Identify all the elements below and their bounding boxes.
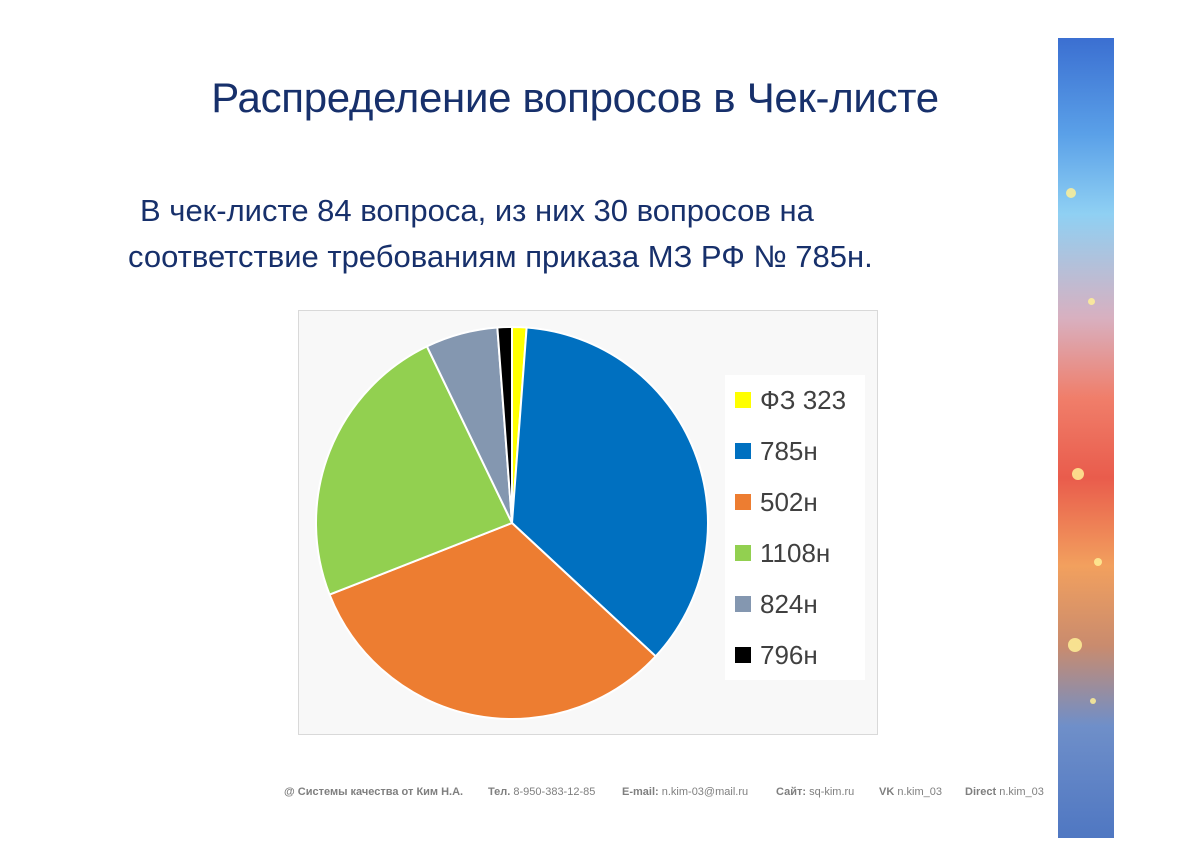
legend-item: 502н xyxy=(735,487,818,517)
slide-subtitle: В чек-листе 84 вопроса, из них 30 вопрос… xyxy=(128,188,1028,280)
legend-label: 796н xyxy=(760,639,818,670)
legend-label: 502н xyxy=(760,486,818,517)
legend-item: ФЗ 323 xyxy=(735,385,846,415)
pie-slice-3 xyxy=(328,521,658,720)
legend-item: 796н xyxy=(735,640,818,670)
subtitle-line-2: соответствие требованиям приказа МЗ РФ №… xyxy=(128,239,873,274)
footer-site[interactable]: Сайт: sq-kim.ru xyxy=(776,786,855,798)
footer-vk[interactable]: VK n.kim_03 xyxy=(879,786,942,798)
legend-item: 785н xyxy=(735,436,818,466)
legend-swatch xyxy=(735,443,751,459)
legend-label: ФЗ 323 xyxy=(760,384,847,415)
footer-phone: Тел. 8-950-383-12-85 xyxy=(488,786,596,798)
legend-label: 785н xyxy=(760,435,818,466)
footer-email[interactable]: E-mail: n.kim-03@mail.ru xyxy=(622,786,749,798)
legend-swatch xyxy=(735,596,751,612)
subtitle-line-1: В чек-листе 84 вопроса, из них 30 вопрос… xyxy=(140,193,814,228)
pie-slice-2 xyxy=(510,326,709,658)
legend-swatch xyxy=(735,647,751,663)
legend-item: 824н xyxy=(735,589,818,619)
chart-legend: ФЗ 323 785н 502н 1108н 824н 796н xyxy=(725,375,865,680)
legend-swatch xyxy=(735,392,751,408)
pie-chart: ФЗ 323 785н 502н 1108н 824н 796н xyxy=(298,310,878,735)
legend-item: 1108н xyxy=(735,538,830,568)
pie-slice-6 xyxy=(496,325,513,524)
footer-org: @ Системы качества от Ким Н.А. xyxy=(284,786,464,798)
pie-slice-4 xyxy=(315,345,514,596)
legend-swatch xyxy=(735,545,751,561)
slide-title: Распределение вопросов в Чек-листе xyxy=(211,74,939,121)
footer-direct[interactable]: Direct n.kim_03 xyxy=(965,786,1044,798)
footer: @ Системы качества от Ким Н.А. Тел. 8-95… xyxy=(0,786,1200,806)
abstract-light-image xyxy=(1058,38,1114,838)
legend-label: 824н xyxy=(760,588,818,619)
pie-chart-canvas xyxy=(315,325,709,720)
legend-swatch xyxy=(735,494,751,510)
legend-label: 1108н xyxy=(760,537,831,568)
